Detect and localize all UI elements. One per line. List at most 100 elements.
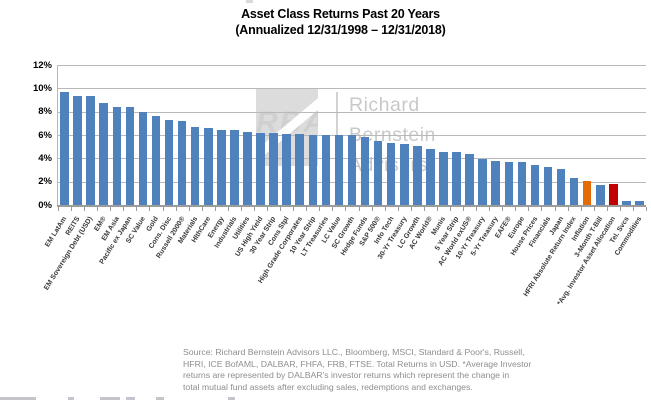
x-axis-tick xyxy=(97,207,99,211)
gridline xyxy=(58,65,646,66)
bar xyxy=(112,106,122,206)
bar xyxy=(635,200,644,206)
x-axis-tick xyxy=(214,207,216,211)
bar xyxy=(347,135,357,206)
x-axis-tick xyxy=(293,207,295,211)
bar xyxy=(295,134,304,206)
plot-area: 12% 10% 8% 6% 4% 2% 0% xyxy=(33,60,647,211)
crop-artifact-bottom xyxy=(68,397,74,400)
bar xyxy=(609,184,618,206)
bar xyxy=(478,158,487,206)
bar xyxy=(256,132,265,206)
x-axis-tick xyxy=(646,207,647,211)
bar xyxy=(269,132,278,206)
x-axis-tick xyxy=(110,207,112,211)
bar xyxy=(582,180,592,206)
bar xyxy=(543,166,553,206)
bar xyxy=(86,96,95,206)
crop-artifact-bottom xyxy=(100,397,120,400)
y-axis-label: 4% xyxy=(38,152,52,164)
x-axis-tick xyxy=(606,207,608,211)
x-axis-tick xyxy=(332,207,334,211)
x-axis-tick xyxy=(175,207,177,211)
bar xyxy=(164,120,174,206)
bar xyxy=(400,143,409,206)
x-axis-line xyxy=(57,205,646,207)
gridline xyxy=(58,111,646,113)
x-axis-tick xyxy=(450,207,451,211)
bar xyxy=(230,130,239,206)
x-axis-tick xyxy=(423,207,425,211)
bar xyxy=(530,164,540,206)
bar xyxy=(569,178,579,206)
bar xyxy=(413,145,422,206)
x-axis-tick xyxy=(319,207,321,211)
bar xyxy=(556,169,566,206)
bar xyxy=(504,161,514,206)
x-axis-tick xyxy=(528,207,530,211)
chart-subtitle: (Annualized 12/31/1998 – 12/31/2018) xyxy=(235,23,446,37)
source-line: HFRI, ICE BofAML, DALBAR, FHFA, FRB, FTS… xyxy=(183,358,532,369)
crop-artifact-bottom xyxy=(156,397,164,400)
bar xyxy=(73,96,82,206)
x-axis-tick xyxy=(227,207,229,211)
bar xyxy=(596,185,605,206)
x-axis-tick xyxy=(345,207,347,211)
bar xyxy=(622,201,631,206)
x-axis-tick xyxy=(515,207,517,211)
y-axis-label: 6% xyxy=(38,129,52,141)
bar xyxy=(452,152,461,206)
bar xyxy=(99,102,108,206)
bar xyxy=(177,120,187,206)
bar xyxy=(426,149,435,206)
x-axis-tick xyxy=(384,207,386,211)
bar xyxy=(360,137,370,206)
y-axis-label: 8% xyxy=(38,106,52,118)
x-axis-tick xyxy=(632,207,634,211)
bar xyxy=(334,134,344,206)
bar xyxy=(373,140,383,206)
x-axis-tick xyxy=(123,207,125,211)
x-axis-tick xyxy=(541,207,543,211)
x-axis-tick xyxy=(593,207,595,211)
bar xyxy=(321,134,331,206)
x-axis-tick xyxy=(136,207,138,211)
bar xyxy=(308,134,318,206)
source-line: returns are represented by DALBAR's inve… xyxy=(183,370,510,381)
x-axis-tick xyxy=(358,207,360,211)
x-axis-tick xyxy=(306,207,308,211)
x-axis-tick xyxy=(502,207,504,211)
x-axis-tick xyxy=(201,207,203,211)
bar xyxy=(282,133,291,206)
x-axis-tick xyxy=(240,207,242,211)
crop-artifact-bottom xyxy=(126,397,135,400)
y-axis-label: 10% xyxy=(32,82,52,94)
bar xyxy=(517,162,527,206)
x-axis-tick xyxy=(162,207,164,211)
x-axis-tick xyxy=(84,207,86,211)
x-axis-tick xyxy=(371,207,373,211)
watermark-line: Richard xyxy=(349,94,420,116)
x-axis-tick xyxy=(280,207,282,211)
bar xyxy=(217,129,226,206)
chart-title: Asset Class Returns Past 20 Years xyxy=(241,7,440,21)
x-axis-tick xyxy=(397,207,399,211)
x-axis-tick xyxy=(436,207,438,211)
bar xyxy=(151,116,161,206)
bar xyxy=(465,154,474,206)
x-axis-tick xyxy=(580,207,582,211)
x-axis-tick xyxy=(619,207,621,211)
x-axis-tick xyxy=(149,207,151,211)
bar xyxy=(190,126,200,206)
bar xyxy=(60,91,69,206)
x-axis-tick xyxy=(410,207,412,211)
bar xyxy=(491,161,500,206)
crop-artifact-top xyxy=(246,0,253,3)
x-axis-tick xyxy=(476,207,478,211)
y-axis-label: 12% xyxy=(32,59,52,71)
bar xyxy=(204,127,213,206)
source-line: total mutual fund assets after excluding… xyxy=(183,381,473,392)
x-axis-tick xyxy=(188,207,190,211)
x-axis-tick xyxy=(267,207,269,211)
